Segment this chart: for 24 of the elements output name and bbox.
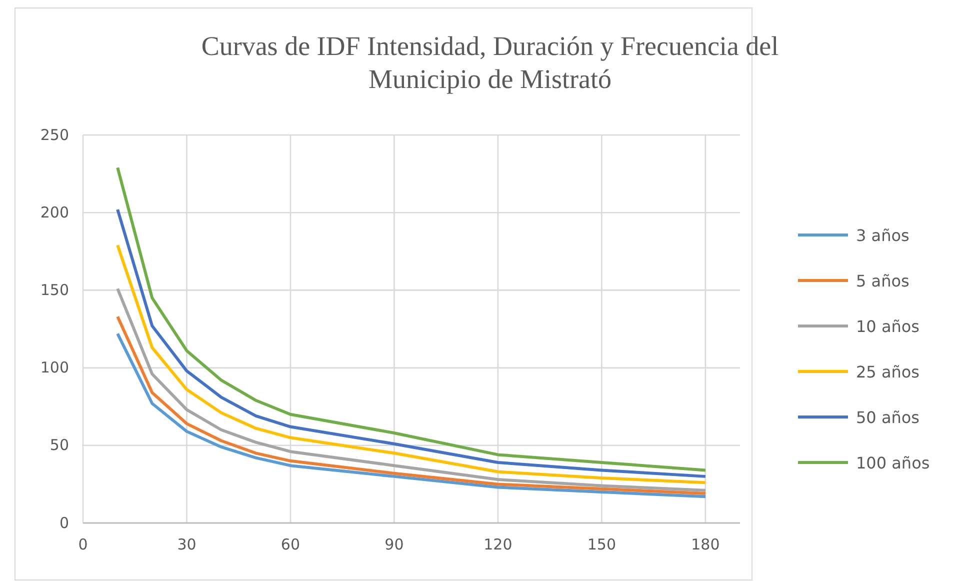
chart-title: Curvas de IDF Intensidad, Duración y Frecuencia del Municipio de Mistrató [201,31,779,94]
x-tick-label: 60 [280,536,300,554]
x-tick-label: 90 [384,536,404,554]
legend-label: 5 años [856,272,910,290]
x-tick-label: 30 [177,536,196,554]
y-tick-label: 250 [40,126,69,144]
y-tick-label: 100 [40,358,69,377]
line-series [116,244,707,484]
legend-label: 3 años [856,226,910,245]
x-tick-label: 180 [691,536,720,554]
y-tick-label: 150 [40,281,69,299]
legend-label: 100 años [856,454,930,472]
legend-label: 10 años [856,317,920,336]
legend-label: 50 años [856,408,920,427]
line-series [116,287,707,492]
y-tick-label: 50 [50,436,69,454]
x-tick-label: 150 [587,536,616,554]
y-tick-label: 0 [59,514,69,532]
line-series [116,208,707,478]
x-tick-label: 0 [78,536,88,554]
y-tick-label: 200 [40,203,69,222]
line-series [116,166,707,472]
x-tick-label: 120 [484,536,512,554]
legend-label: 25 años [856,362,920,382]
